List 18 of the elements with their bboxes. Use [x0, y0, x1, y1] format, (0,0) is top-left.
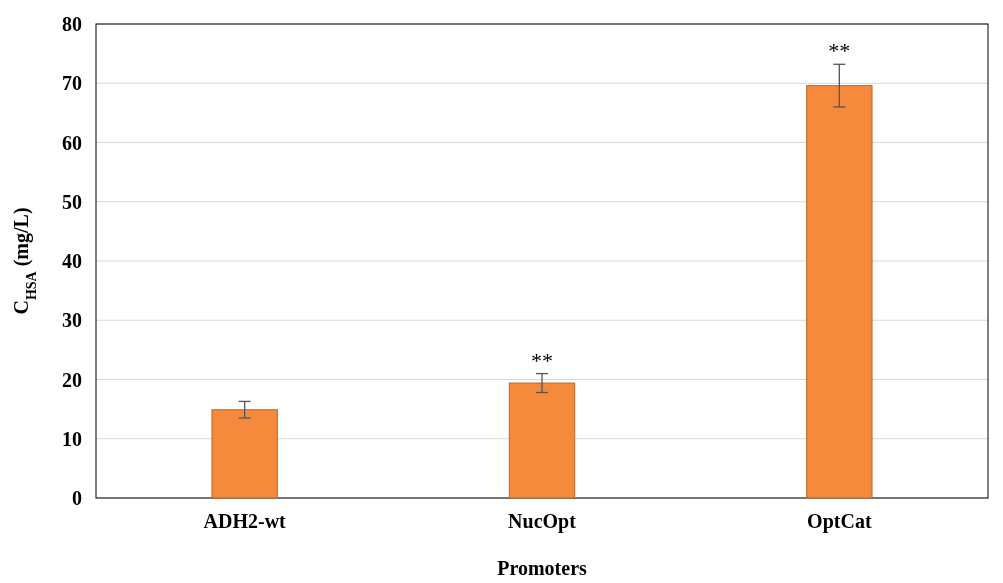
bar	[806, 85, 873, 499]
y-tick-label: 80	[62, 13, 82, 35]
y-tick-label: 30	[62, 309, 82, 332]
y-tick-label: 60	[62, 131, 82, 154]
annotation: **	[828, 38, 851, 64]
x-tick-label: NucOpt	[508, 510, 577, 533]
y-tick-label: 50	[62, 190, 82, 213]
y-tick-label: 20	[62, 368, 82, 391]
x-axis-title: Promoters	[497, 557, 588, 579]
y-tick-label: 40	[62, 250, 82, 272]
bar	[508, 382, 576, 499]
annotation: **	[531, 347, 553, 373]
x-tick-label: OptCat	[807, 510, 872, 533]
y-tick-label: 10	[62, 427, 82, 450]
bar	[211, 409, 278, 499]
y-tick-label: 70	[62, 72, 82, 95]
x-tick-label: ADH2-wt	[203, 510, 287, 532]
y-tick-label: 0	[72, 487, 82, 509]
